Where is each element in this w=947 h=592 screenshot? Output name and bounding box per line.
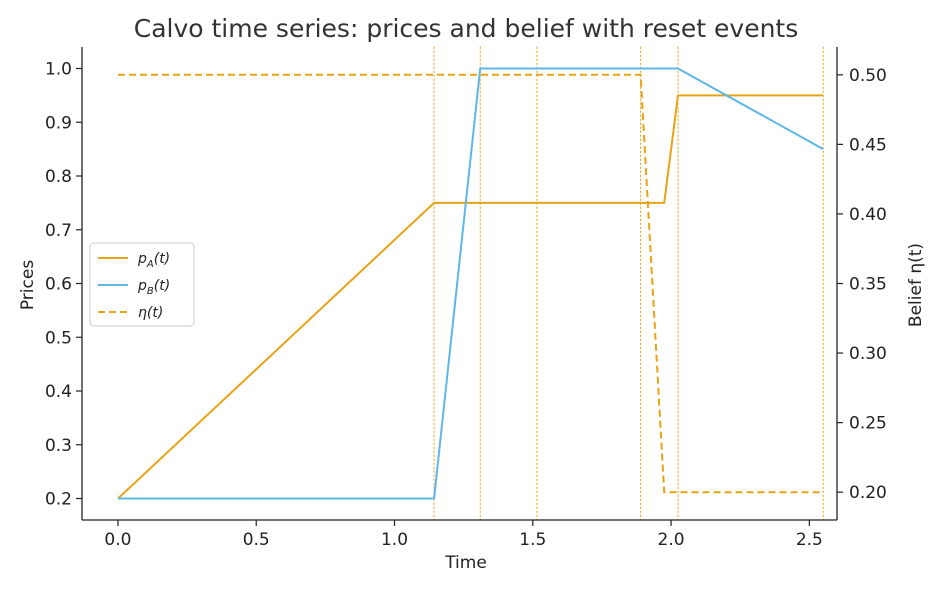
y2-tick-label: 0.20 — [849, 483, 887, 503]
x-tick-label: 0.0 — [104, 530, 131, 550]
axes — [81, 47, 838, 521]
chart-title: Calvo time series: prices and belief wit… — [134, 14, 799, 43]
y-axis-label: Prices — [18, 260, 38, 310]
y2-axis-ticks: 0.20 0.25 0.30 0.35 0.40 0.45 0.50 — [837, 66, 887, 503]
y-tick-label: 0.9 — [45, 113, 72, 133]
y-tick-label: 0.2 — [45, 490, 72, 510]
legend-label: pB(t) — [137, 278, 170, 297]
legend-label: η(t) — [138, 305, 163, 321]
y-tick-label: 0.5 — [45, 328, 72, 348]
y2-tick-label: 0.50 — [849, 66, 887, 86]
y2-tick-label: 0.30 — [849, 344, 887, 364]
series-line-eta — [118, 73, 824, 494]
x-tick-label: 0.5 — [243, 530, 270, 550]
y-tick-label: 0.8 — [45, 167, 72, 187]
series-line-pB — [118, 67, 824, 500]
y2-tick-label: 0.35 — [849, 275, 887, 295]
x-tick-label: 2.5 — [796, 530, 823, 550]
y-tick-label: 0.3 — [45, 436, 72, 456]
x-tick-label: 1.5 — [519, 530, 546, 550]
y2-tick-label: 0.25 — [849, 414, 887, 434]
legend-label: pA(t) — [137, 251, 170, 270]
legend-box — [89, 242, 195, 327]
y-axis-ticks: 0.2 0.3 0.4 0.5 0.6 0.7 0.8 0.9 1.0 — [45, 60, 82, 510]
legend: pA(t) pB(t) η(t) — [89, 242, 195, 327]
y2-tick-label: 0.45 — [849, 135, 887, 155]
x-axis-label: Time — [444, 553, 487, 573]
x-tick-label: 1.0 — [381, 530, 408, 550]
series-layer — [117, 67, 824, 500]
y2-tick-label: 0.40 — [849, 205, 887, 225]
x-tick-label: 2.0 — [658, 530, 685, 550]
y-tick-label: 0.4 — [45, 382, 72, 402]
y-tick-label: 1.0 — [45, 60, 72, 80]
x-axis-ticks: 0.0 0.5 1.0 1.5 2.0 2.5 — [104, 520, 823, 550]
y-tick-label: 0.6 — [45, 275, 72, 295]
y-tick-label: 0.7 — [45, 221, 72, 241]
y2-axis-label: Belief η(t) — [906, 243, 926, 327]
reset-event-lines — [433, 46, 824, 521]
